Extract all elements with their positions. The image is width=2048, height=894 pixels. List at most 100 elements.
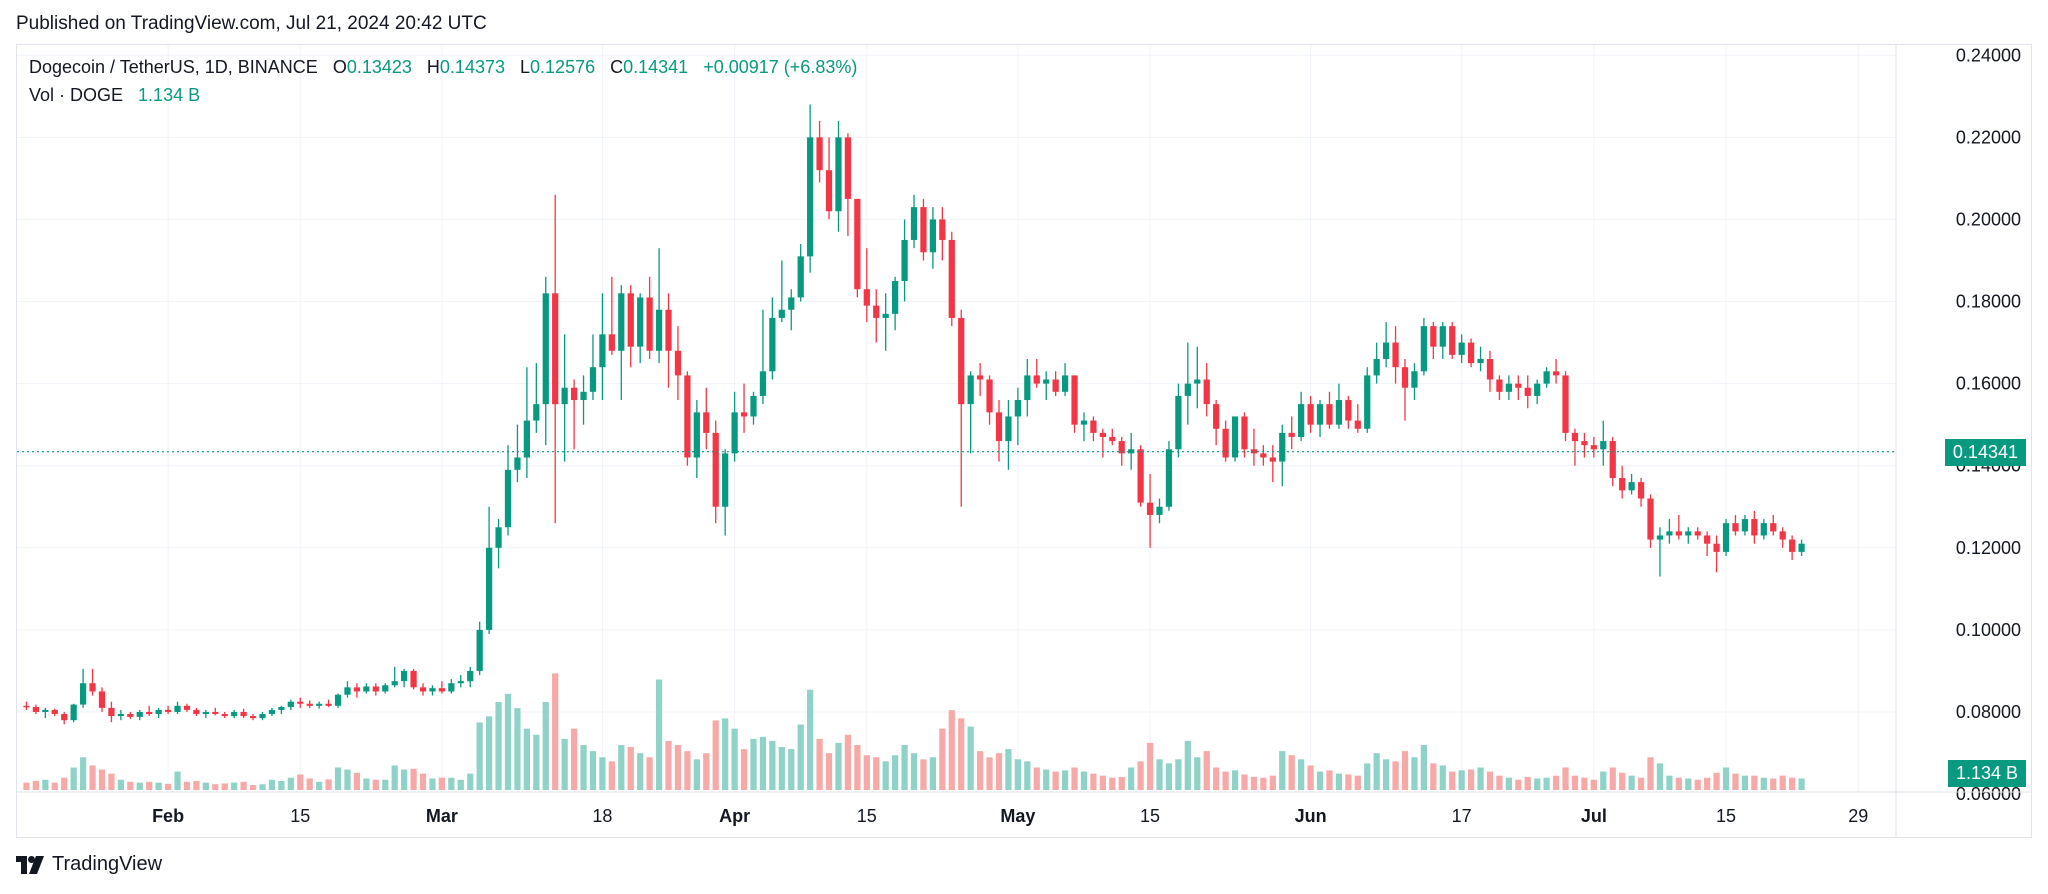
candle (1156, 498, 1163, 524)
candle (1137, 445, 1144, 507)
candle-body (1260, 453, 1267, 458)
candle (1128, 432, 1135, 470)
volume-bar (1090, 773, 1097, 790)
candle (882, 293, 889, 351)
candle (844, 133, 852, 236)
candle-body (61, 714, 68, 721)
candle (1005, 400, 1012, 470)
y-tick-label: 0.16000 (1956, 374, 2021, 394)
volume-bar (1269, 775, 1276, 790)
candle (259, 711, 266, 721)
candle-body (240, 711, 247, 717)
volume-bar (429, 778, 436, 790)
candle (910, 194, 918, 249)
y-tick-label: 0.18000 (1956, 292, 2021, 312)
volume-bar (448, 777, 455, 790)
volume-bar (1770, 778, 1777, 790)
candle-body (1165, 449, 1173, 507)
candle (1184, 342, 1191, 425)
candle-body (1090, 420, 1097, 433)
candle-body (1505, 383, 1512, 392)
volume-bar (183, 781, 191, 790)
volume-bar (1458, 770, 1465, 790)
volume-bar (835, 742, 842, 790)
candle-body (703, 412, 710, 433)
last-price-badge: 0.14341 (1944, 438, 2026, 466)
footer-brand: TradingView (52, 853, 163, 875)
candle-body (249, 716, 257, 719)
volume-bar (561, 738, 568, 790)
volume-bar (882, 761, 889, 790)
volume-bar (637, 753, 644, 790)
volume-bar (1496, 775, 1503, 790)
candle-body (174, 705, 181, 712)
candle-body (1751, 519, 1758, 536)
candle-body (1637, 482, 1645, 499)
volume-bar (136, 782, 143, 790)
candle-body (1656, 535, 1664, 540)
candle (1798, 539, 1805, 556)
candle-body (1061, 375, 1069, 392)
candle-body (1175, 395, 1182, 450)
candle-body (967, 375, 974, 405)
candle-body (1364, 375, 1371, 429)
y-tick-label: 0.06000 (1956, 784, 2021, 804)
candle-body (873, 305, 880, 318)
volume-bar (1014, 759, 1021, 790)
candle-body (618, 293, 625, 351)
candle (892, 276, 899, 331)
candle (1203, 363, 1210, 417)
candle (1118, 436, 1125, 466)
candle (1364, 367, 1371, 433)
volume-bar (533, 734, 540, 790)
candle-body (570, 387, 578, 401)
volume-bar (127, 781, 134, 790)
volume-bar (1099, 775, 1106, 790)
candle-body (353, 687, 361, 692)
candle-body (1449, 326, 1456, 355)
candle-body (1798, 543, 1805, 552)
candle (712, 420, 719, 524)
legend-open-value: 0.13423 (346, 57, 412, 77)
legend-close-label: C (610, 57, 624, 77)
volume-bar (278, 780, 285, 790)
candle-body (1080, 420, 1088, 425)
tradingview-logo[interactable]: TradingView (16, 853, 162, 876)
candle (1571, 428, 1579, 466)
candle (363, 683, 370, 694)
volume-bar (901, 744, 908, 790)
volume-bar (976, 751, 984, 790)
candle-body (1156, 506, 1163, 515)
candle (1458, 334, 1465, 364)
candle-body (1241, 416, 1248, 450)
volume-bar (1741, 775, 1749, 790)
candle (514, 424, 521, 483)
candle (1241, 412, 1248, 458)
candle (920, 198, 927, 261)
candle (249, 714, 257, 721)
candle-body (164, 709, 172, 712)
chart-frame[interactable] (16, 44, 2032, 838)
volume-bar (1128, 767, 1135, 790)
volume-bar (334, 767, 342, 790)
candle (61, 711, 68, 725)
candle (1430, 322, 1437, 359)
candle (51, 708, 58, 717)
candle-body (363, 686, 370, 692)
volume-bar (1298, 759, 1305, 790)
candle (542, 276, 549, 446)
volume-bar (1656, 763, 1664, 790)
candle (1411, 363, 1418, 401)
volume-bar (1628, 775, 1635, 790)
candle-body (344, 687, 351, 695)
candle (674, 326, 682, 401)
candle (1619, 465, 1626, 499)
candle (268, 707, 276, 717)
y-tick-label: 0.22000 (1956, 127, 2021, 147)
volume-bar (655, 679, 663, 790)
candle-body (844, 137, 852, 199)
candle-body (1146, 502, 1154, 515)
candle (297, 697, 304, 708)
candle-body (561, 387, 568, 405)
